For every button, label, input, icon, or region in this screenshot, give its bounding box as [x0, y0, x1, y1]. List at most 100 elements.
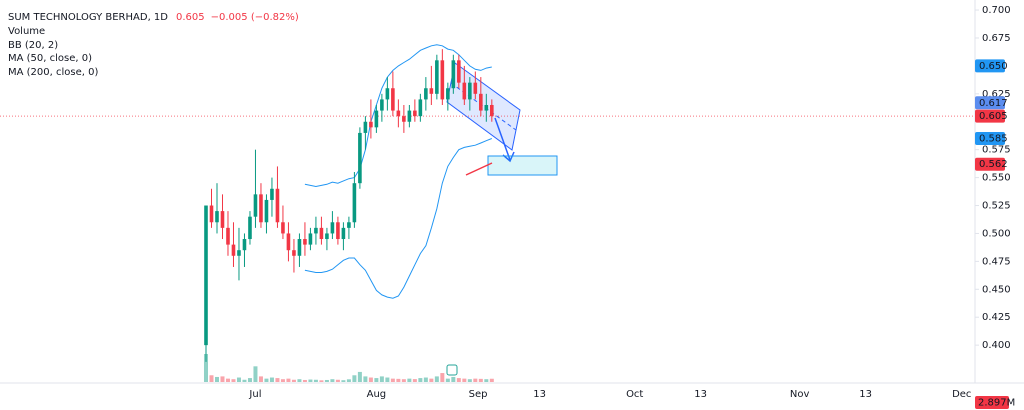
- volume-bar: [291, 379, 296, 382]
- volume-bar: [302, 379, 307, 382]
- candle-body: [473, 82, 478, 94]
- candle-body: [303, 239, 307, 245]
- candle-body: [457, 60, 461, 83]
- candle-body: [226, 227, 230, 245]
- volume-bar: [346, 379, 351, 382]
- volume-bar: [401, 379, 406, 382]
- y-tick-label: 0.425: [982, 312, 1011, 323]
- candle-body: [484, 104, 489, 111]
- volume-bar: [407, 378, 412, 382]
- volume-bar: [467, 379, 472, 382]
- volume-bar: [247, 378, 252, 382]
- candle-body: [270, 188, 274, 200]
- price-badge: [975, 59, 1005, 73]
- volume-bar: [324, 379, 329, 382]
- candle-body: [468, 82, 472, 100]
- indicator[interactable]: MA (50, close, 0): [8, 53, 92, 64]
- volume-bar: [253, 366, 258, 382]
- candle-body: [220, 211, 225, 228]
- volume-bar: [319, 380, 324, 382]
- volume-bar: [352, 375, 357, 382]
- bollinger-band: [304, 138, 492, 299]
- volume-bar: [412, 379, 417, 382]
- volume-bar: [390, 378, 395, 382]
- candle-body: [242, 239, 247, 251]
- candle-body: [319, 227, 324, 240]
- x-tick-label: Jul: [248, 389, 261, 400]
- volume-bar: [231, 379, 236, 382]
- candle-body: [286, 233, 291, 251]
- x-tick-label: Oct: [626, 389, 643, 400]
- target-box[interactable]: [487, 155, 558, 176]
- volume-bar: [330, 379, 335, 382]
- price-badge-label: 0.650: [979, 61, 1008, 72]
- candle-body: [385, 88, 390, 100]
- y-tick-label: 0.400: [982, 340, 1011, 351]
- price-badge: [975, 96, 1005, 110]
- candle-body: [341, 227, 346, 240]
- volume-bar: [396, 378, 401, 382]
- candle-body: [231, 244, 236, 256]
- y-tick-label: 0.625: [982, 89, 1011, 100]
- candle-body: [479, 93, 483, 111]
- candle-body: [347, 222, 351, 228]
- candle-body: [424, 88, 428, 100]
- price-badge-label: 0.562: [979, 159, 1008, 170]
- candle-body: [369, 121, 373, 128]
- volume-bar: [385, 377, 390, 382]
- volume-bar: [308, 379, 313, 382]
- volume-bar: [236, 377, 241, 382]
- candle-body: [490, 104, 494, 117]
- candle-body: [462, 82, 467, 100]
- price-change: −0.005 (−0.82%): [211, 12, 299, 23]
- arrow[interactable]: [494, 117, 511, 161]
- candle-body: [330, 222, 335, 234]
- x-tick-label: 13: [859, 389, 872, 400]
- y-tick-label: 0.550: [982, 173, 1011, 184]
- candle-body: [363, 121, 368, 133]
- volume-bar: [275, 378, 280, 382]
- event-icon[interactable]: [446, 364, 458, 376]
- volume-bar: [242, 379, 247, 382]
- volume-bar: [368, 377, 373, 382]
- candle-body: [308, 233, 313, 245]
- candle-body: [204, 205, 208, 346]
- volume-bar: [280, 379, 285, 382]
- price-badge: [975, 132, 1005, 146]
- volume-bar: [313, 379, 318, 382]
- candle-body: [451, 60, 456, 89]
- volume-bar: [363, 376, 368, 382]
- volume-bar: [484, 379, 489, 382]
- candle-body: [297, 239, 302, 256]
- candle-body: [391, 88, 395, 111]
- volume-bar: [286, 378, 291, 382]
- volume-bar: [225, 378, 230, 382]
- candle-body: [402, 116, 406, 122]
- volume-bar: [341, 380, 346, 382]
- volume-bar: [357, 371, 362, 382]
- candle-body: [380, 99, 384, 111]
- trend-line[interactable]: [465, 162, 493, 176]
- bollinger-band: [304, 44, 492, 188]
- symbol-title: SUM TECHNOLOGY BERHAD, 1D: [8, 12, 168, 23]
- indicator[interactable]: MA (200, close, 0): [8, 67, 98, 78]
- candle-body: [358, 132, 362, 184]
- indicator[interactable]: Volume: [8, 26, 45, 37]
- candle-body: [413, 110, 417, 117]
- candle-body: [435, 60, 439, 94]
- volume-bar: [335, 379, 340, 382]
- y-tick-label: 0.675: [982, 33, 1011, 44]
- indicator[interactable]: BB (20, 2): [8, 40, 58, 51]
- channel-midline: [450, 82, 517, 131]
- candle-body: [253, 194, 258, 217]
- price-badge-label: 0.585: [979, 134, 1008, 145]
- candle-body: [429, 88, 434, 94]
- price-badge-label: 0.605: [979, 111, 1008, 122]
- y-tick-label: 0.525: [982, 201, 1011, 212]
- legend: SUM TECHNOLOGY BERHAD, 1D 0.605 −0.005 (…: [8, 12, 299, 78]
- x-tick-label: 13: [533, 389, 546, 400]
- arrow-head: [502, 151, 515, 163]
